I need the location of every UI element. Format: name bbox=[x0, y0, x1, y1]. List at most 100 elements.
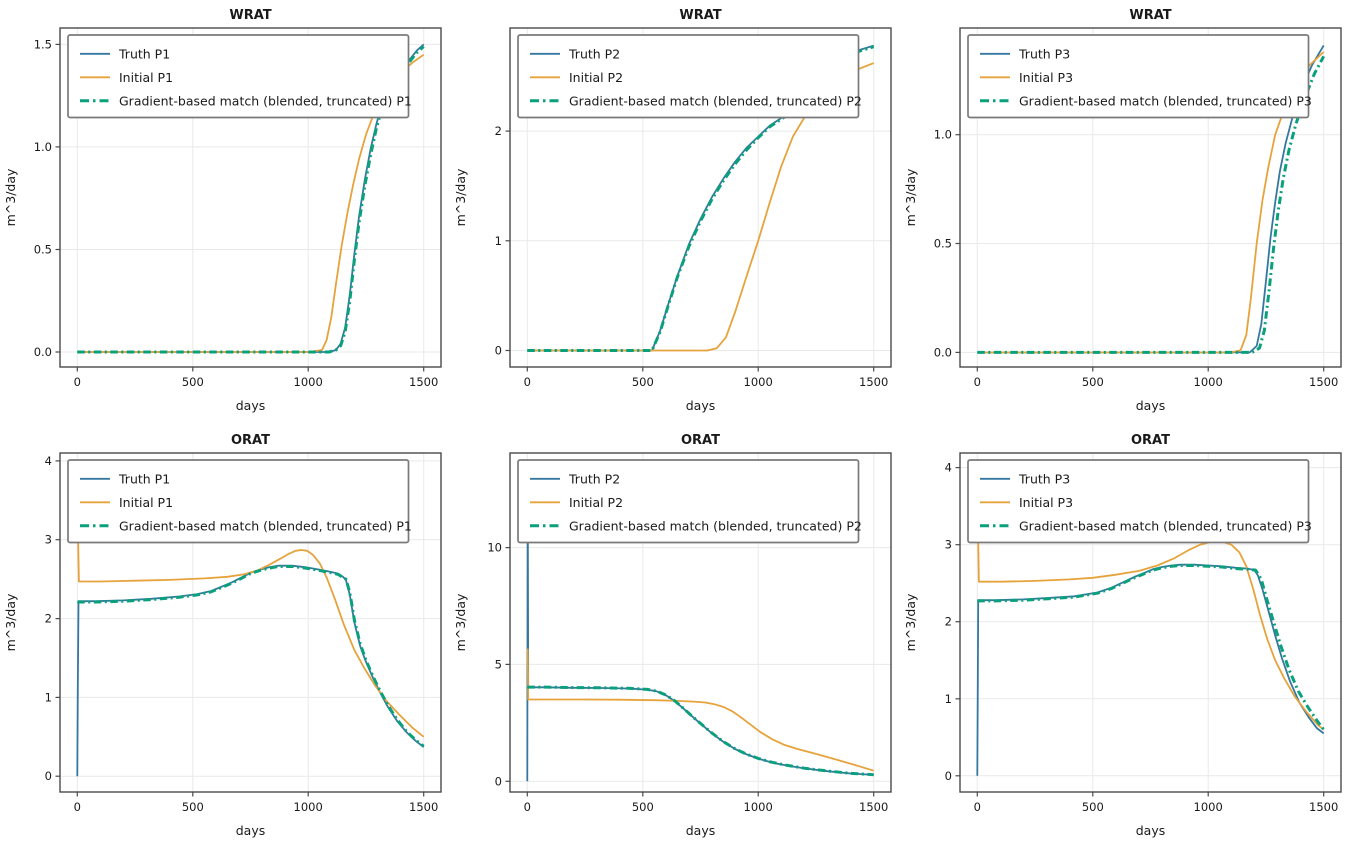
legend-box bbox=[67, 34, 410, 119]
y-tick-label: 0 bbox=[495, 774, 502, 788]
legend: Truth P3 Initial P3 Gradient-based match (… bbox=[967, 459, 1312, 544]
plot-frame bbox=[509, 27, 892, 368]
chart-title: WRAT bbox=[679, 8, 721, 23]
x-tick-label: 0 bbox=[974, 800, 981, 814]
y-tick-label: 0.5 bbox=[934, 237, 952, 251]
legend-label: Initial P2 bbox=[569, 495, 623, 510]
chart-orat-p3: 0 500 1000 1500 0 1 2 3 4 ORAT days m^3/day Truth P3… bbox=[903, 433, 1342, 838]
y-tick-label: 10 bbox=[487, 541, 502, 555]
x-tick-label: 500 bbox=[632, 375, 654, 389]
y-tick-label: 1 bbox=[495, 234, 502, 248]
plot-frame bbox=[59, 27, 442, 368]
x-tick-label: 0 bbox=[974, 375, 981, 389]
legend-label: Gradient-based match (blended, truncated… bbox=[119, 518, 412, 533]
subplot-orat-p1: 0 500 1000 1500 0 1 2 3 4 ORAT days m^3/day Truth P1… bbox=[0, 425, 450, 850]
x-tick-label: 1000 bbox=[294, 375, 323, 389]
legend-label: Truth P2 bbox=[568, 471, 620, 486]
legend-label: Truth P3 bbox=[1018, 46, 1070, 61]
y-axis-label: m^3/day bbox=[3, 168, 18, 226]
x-axis-label: days bbox=[236, 823, 266, 838]
legend-label: Truth P3 bbox=[1018, 471, 1070, 486]
plot-frame bbox=[59, 452, 442, 793]
legend-label: Truth P1 bbox=[118, 46, 170, 61]
y-tick-label: 2 bbox=[495, 124, 502, 138]
legend: Truth P2 Initial P2 Gradient-based match (… bbox=[517, 459, 862, 544]
plot-frame bbox=[959, 27, 1342, 368]
y-tick-label: 1 bbox=[45, 690, 52, 704]
series-line-gradient bbox=[77, 45, 425, 354]
x-tick-label: 500 bbox=[182, 375, 204, 389]
chart-wrat-p1: 0 500 1000 1500 0.0 0.5 1.0 1.5 WRAT days m^3/day T… bbox=[3, 8, 442, 413]
y-tick-label: 0 bbox=[495, 344, 502, 358]
x-tick-label: 1500 bbox=[1309, 800, 1338, 814]
x-tick-label: 1500 bbox=[859, 375, 888, 389]
y-axis-label: m^3/day bbox=[903, 168, 918, 226]
x-tick-label: 1500 bbox=[859, 800, 888, 814]
legend: Truth P1 Initial P1 Gradient-based match (… bbox=[67, 34, 412, 119]
legend-label: Gradient-based match (blended, truncated… bbox=[119, 93, 412, 108]
series-line-gradient bbox=[977, 55, 1326, 354]
x-tick-label: 1000 bbox=[744, 800, 773, 814]
series-line-gradient bbox=[77, 565, 425, 748]
plot-frame bbox=[509, 452, 892, 793]
y-tick-label: 1.0 bbox=[934, 128, 952, 142]
y-axis-label: m^3/day bbox=[3, 593, 18, 651]
legend-label: Initial P1 bbox=[119, 495, 173, 510]
y-tick-label: 3 bbox=[945, 538, 952, 552]
y-tick-label: 4 bbox=[45, 454, 52, 468]
subplot-wrat-p1: 0 500 1000 1500 0.0 0.5 1.0 1.5 WRAT days m^3/day T… bbox=[0, 0, 450, 425]
series-line-truth bbox=[976, 563, 1325, 776]
x-axis-label: days bbox=[1136, 823, 1166, 838]
x-tick-label: 0 bbox=[524, 800, 531, 814]
plot-frame bbox=[959, 452, 1342, 793]
x-tick-label: 1000 bbox=[294, 800, 323, 814]
series-line-gradient bbox=[527, 685, 874, 777]
legend-label: Gradient-based match (blended, truncated… bbox=[1019, 518, 1312, 533]
chart-title: ORAT bbox=[681, 433, 720, 448]
legend-box bbox=[517, 34, 860, 119]
legend: Truth P2 Initial P2 Gradient-based match (… bbox=[517, 34, 862, 119]
legend-label: Gradient-based match (blended, truncated… bbox=[569, 93, 862, 108]
y-tick-label: 1.0 bbox=[34, 140, 52, 154]
x-tick-label: 1000 bbox=[744, 375, 773, 389]
legend: Truth P3 Initial P3 Gradient-based match (… bbox=[967, 34, 1312, 119]
y-tick-label: 5 bbox=[495, 657, 502, 671]
y-tick-label: 3 bbox=[45, 533, 52, 547]
y-tick-label: 0.0 bbox=[34, 345, 52, 359]
chart-wrat-p3: 0 500 1000 1500 0.0 0.5 1.0 WRAT days m^3/day Trut… bbox=[903, 8, 1342, 413]
subplot-wrat-p2: 0 500 1000 1500 0 1 2 WRAT days m^3/day Truth P2 In… bbox=[450, 0, 900, 425]
chart-wrat-p2: 0 500 1000 1500 0 1 2 WRAT days m^3/day Truth P2 In… bbox=[453, 8, 892, 413]
y-tick-label: 2 bbox=[45, 612, 52, 626]
x-axis-label: days bbox=[686, 398, 716, 413]
legend-box bbox=[517, 459, 860, 544]
chart-title: WRAT bbox=[1129, 8, 1171, 23]
y-tick-label: 4 bbox=[945, 461, 952, 475]
x-axis-label: days bbox=[686, 823, 716, 838]
x-axis-label: days bbox=[1136, 398, 1166, 413]
x-tick-label: 500 bbox=[632, 800, 654, 814]
y-axis-label: m^3/day bbox=[453, 168, 468, 226]
series-line-initial bbox=[526, 648, 874, 772]
chart-title: ORAT bbox=[231, 433, 270, 448]
y-tick-label: 0.0 bbox=[934, 345, 952, 359]
chart-title: WRAT bbox=[229, 8, 271, 23]
series-line-gradient bbox=[977, 564, 1325, 731]
y-tick-label: 2 bbox=[945, 615, 952, 629]
legend-box bbox=[967, 34, 1310, 119]
x-tick-label: 1500 bbox=[1309, 375, 1338, 389]
legend-label: Gradient-based match (blended, truncated… bbox=[569, 518, 862, 533]
y-tick-label: 0.5 bbox=[34, 243, 52, 257]
series-line-initial bbox=[76, 468, 425, 738]
x-tick-label: 1500 bbox=[409, 800, 438, 814]
legend-label: Truth P1 bbox=[118, 471, 170, 486]
legend-label: Initial P3 bbox=[1019, 495, 1073, 510]
x-tick-label: 0 bbox=[74, 800, 81, 814]
y-axis-label: m^3/day bbox=[453, 593, 468, 651]
x-tick-label: 0 bbox=[524, 375, 531, 389]
legend-label: Initial P3 bbox=[1019, 70, 1073, 85]
x-tick-label: 1000 bbox=[1194, 800, 1223, 814]
x-tick-label: 1000 bbox=[1194, 375, 1223, 389]
legend-label: Gradient-based match (blended, truncated… bbox=[1019, 93, 1312, 108]
x-tick-label: 500 bbox=[182, 800, 204, 814]
